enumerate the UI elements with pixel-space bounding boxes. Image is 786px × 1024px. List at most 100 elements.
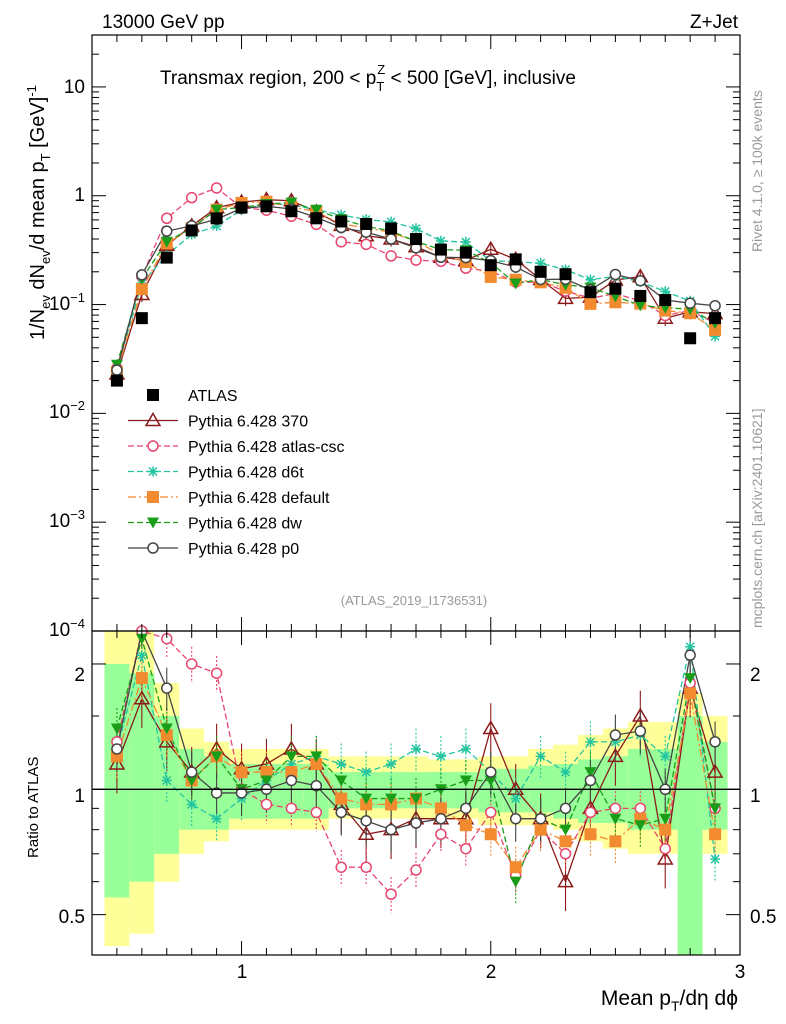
point-atlas xyxy=(484,259,497,272)
point-atlascsc xyxy=(360,238,372,251)
ratio-point-p370 xyxy=(557,873,574,888)
ratio-point-p0 xyxy=(111,743,123,755)
y-tick-label-1: 1 xyxy=(74,185,85,206)
legend-label-dw: Pythia 6.428 dw xyxy=(188,516,302,533)
ratio-point-default xyxy=(484,828,497,841)
y-axis-label-ratio: Ratio to ATLAS xyxy=(25,757,42,858)
ratio-point-dw xyxy=(410,793,422,805)
point-p0 xyxy=(161,225,173,237)
main-series-errorbars xyxy=(116,183,716,382)
ratio-point-default xyxy=(135,672,148,685)
ratio-point-atlascsc xyxy=(385,888,397,900)
point-dw xyxy=(160,236,173,248)
main-series-markers xyxy=(108,182,724,387)
ratio-point-p370 xyxy=(108,755,126,770)
x-tick-label-2: 2 xyxy=(486,962,497,983)
point-atlas xyxy=(410,233,422,246)
point-atlascsc xyxy=(161,212,173,224)
collision-label: 13000 GeV pp xyxy=(102,12,225,33)
ratio-point-p0 xyxy=(509,812,522,825)
ratio-point-p0 xyxy=(634,725,647,737)
point-atlascsc xyxy=(385,250,397,262)
ratio-point-atlascsc xyxy=(285,802,298,815)
point-p0 xyxy=(111,364,123,376)
point-atlas xyxy=(459,246,472,259)
ratio-point-p0 xyxy=(684,649,696,661)
ratio-point-d6t xyxy=(361,767,372,778)
ratio-point-d6t xyxy=(386,759,397,770)
ratio-point-p0 xyxy=(559,802,572,815)
ratio-point-p0 xyxy=(185,766,198,778)
point-p0 xyxy=(709,299,721,312)
ratio-point-dw xyxy=(385,793,398,805)
ratio-point-atlascsc xyxy=(185,658,198,670)
point-atlascsc xyxy=(185,191,198,204)
analysis-id: (ATLAS_2019_I1736531) xyxy=(341,593,487,608)
ratio-point-dw xyxy=(609,813,622,825)
legend-marker-p0 xyxy=(147,542,159,554)
ratio-point-p0 xyxy=(310,779,323,792)
ratio-point-default xyxy=(310,758,323,771)
point-atlas xyxy=(634,289,647,302)
ratio-tick-label-2: 2 xyxy=(74,665,85,686)
y-tick-label-10: 10 xyxy=(64,77,85,98)
ratio-point-p0 xyxy=(161,682,173,694)
ratio-point-p0 xyxy=(235,787,248,799)
ratio-point-d6t xyxy=(411,743,421,754)
x-axis-label: Mean pT/dη dϕ xyxy=(601,987,738,1014)
ratio-point-default xyxy=(434,802,447,815)
ratio-point-p370 xyxy=(133,690,151,705)
ratio-point-dw xyxy=(360,793,373,805)
point-atlas xyxy=(160,251,173,264)
ratio-point-d6t xyxy=(535,751,546,762)
ratio-point-dw xyxy=(110,723,123,735)
ratio-point-d6t xyxy=(186,799,197,810)
ratio-point-default xyxy=(160,729,173,742)
ratio-point-dw xyxy=(260,775,273,787)
ratio-point-dw xyxy=(634,820,647,832)
ratio-point-dw xyxy=(210,751,223,763)
point-atlascsc xyxy=(410,254,422,266)
ratio-point-d6t xyxy=(211,813,222,824)
y-tick-label-1e-1: 10−1 xyxy=(49,290,85,315)
legend-label-default: Pythia 6.428 default xyxy=(188,490,330,507)
ratio-point-dw xyxy=(335,775,348,787)
ratio-point-dw xyxy=(160,723,173,735)
ratio-point-p0 xyxy=(584,774,597,787)
ratio-point-default xyxy=(235,766,248,779)
ratio-point-d6t xyxy=(660,751,671,762)
ratio-point-atlascsc xyxy=(584,806,597,819)
ratio-point-p0 xyxy=(210,787,223,799)
x-tick-label-3: 3 xyxy=(735,962,746,983)
ratio-point-atlascsc xyxy=(435,828,447,840)
ratio-point-atlascsc xyxy=(460,842,472,855)
legend-label-d6t: Pythia 6.428 d6t xyxy=(188,465,304,482)
ratio-point-default xyxy=(584,828,597,841)
point-atlas xyxy=(509,253,522,266)
ratio-tick-label-2-right: 2 xyxy=(750,665,761,686)
legend-marker-dw xyxy=(147,517,159,529)
legend: ATLAS Pythia 6.428 370 Pythia 6.428 atlas-… xyxy=(128,388,345,558)
ratio-point-p0 xyxy=(410,817,422,829)
point-p370 xyxy=(482,240,500,256)
ratio-point-dw xyxy=(135,633,148,645)
point-dw xyxy=(634,300,647,312)
ratio-point-atlascsc xyxy=(310,806,323,819)
point-atlas xyxy=(609,282,622,295)
ratio-point-default xyxy=(534,823,547,836)
ratio-point-default xyxy=(659,823,672,836)
point-default xyxy=(135,283,148,296)
legend-label-p370: Pythia 6.428 370 xyxy=(188,414,308,431)
ratio-point-dw xyxy=(459,775,472,787)
ratio-point-dw xyxy=(185,775,198,787)
ratio-point-atlascsc xyxy=(410,864,422,876)
point-atlas xyxy=(135,312,148,325)
legend-label-p0: Pythia 6.428 p0 xyxy=(188,541,299,558)
point-atlas xyxy=(559,268,572,281)
point-dw xyxy=(310,204,323,216)
point-atlas xyxy=(210,212,223,225)
point-atlas xyxy=(335,215,348,228)
ratio-point-d6t xyxy=(435,751,446,762)
legend-label-atlascsc: Pythia 6.428 atlas-csc xyxy=(188,439,345,456)
ratio-series-markers xyxy=(108,625,724,900)
